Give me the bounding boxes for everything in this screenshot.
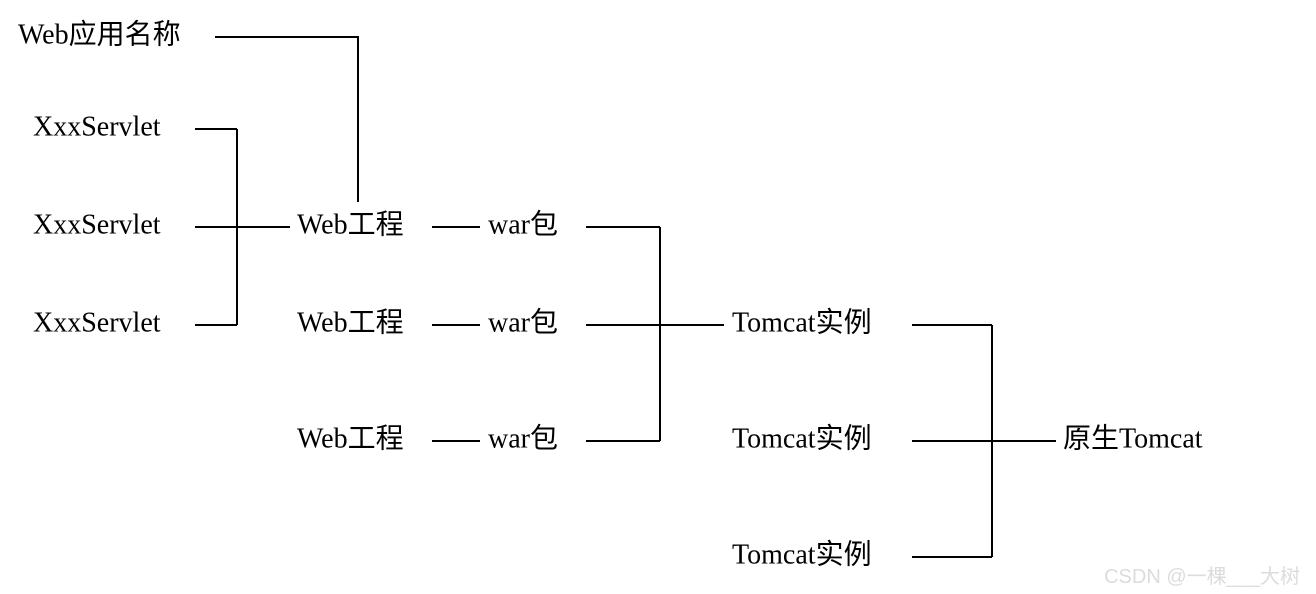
- diagram-canvas: Web应用名称 XxxServlet XxxServlet XxxServlet Web…: [0, 0, 1316, 594]
- bracket-tomcats_to_native: [912, 325, 1056, 557]
- node-war_3: war包: [488, 422, 558, 454]
- node-web_proj_3: Web工程: [297, 423, 404, 454]
- node-servlet_2: XxxServlet: [33, 209, 161, 240]
- node-web_proj_1: Web工程: [297, 209, 404, 240]
- bracket-servlets_to_webproj: [195, 129, 290, 325]
- node-app_name: Web应用名称: [18, 18, 181, 50]
- bracket-wars_to_tomcat: [586, 227, 724, 441]
- node-tomcat_2: Tomcat实例: [732, 422, 872, 454]
- node-tomcat_1: Tomcat实例: [732, 306, 872, 338]
- node-war_2: war包: [488, 306, 558, 338]
- node-native_tc: 原生Tomcat: [1063, 422, 1203, 454]
- watermark-text: CSDN @一棵___大树: [1104, 565, 1300, 588]
- node-war_1: war包: [488, 208, 558, 240]
- node-web_proj_2: Web工程: [297, 307, 404, 338]
- node-servlet_1: XxxServlet: [33, 111, 161, 142]
- node-servlet_3: XxxServlet: [33, 307, 161, 338]
- node-tomcat_3: Tomcat实例: [732, 538, 872, 570]
